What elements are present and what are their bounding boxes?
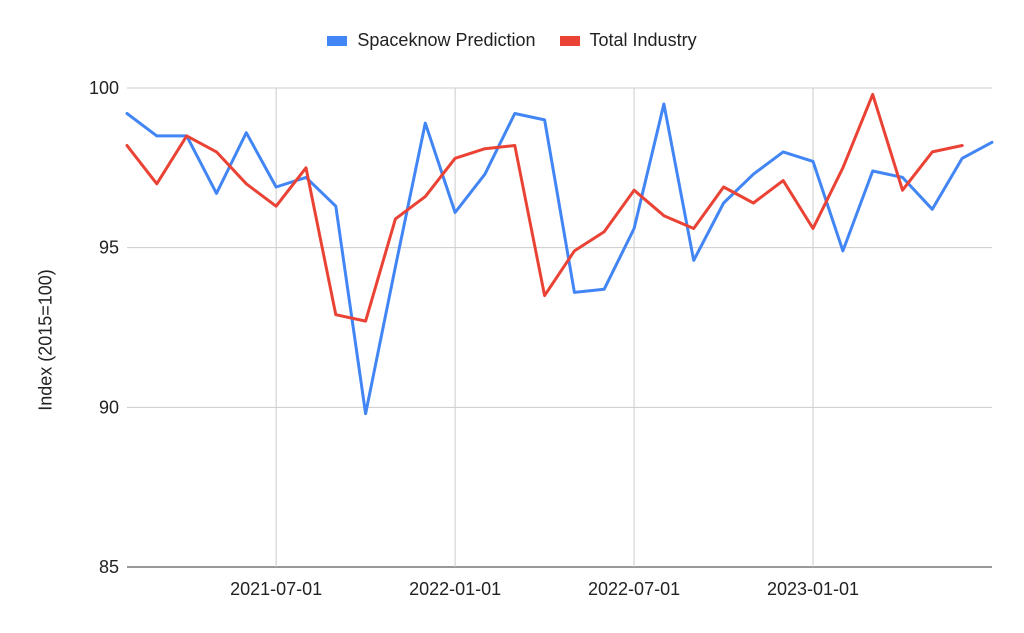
x-tick-label: 2022-01-01 (409, 579, 501, 599)
x-tick-label: 2023-01-01 (767, 579, 859, 599)
x-tick-label: 2021-07-01 (230, 579, 322, 599)
legend-item-total-industry: Total Industry (559, 30, 697, 51)
y-tick-label: 100 (89, 78, 119, 98)
series-line-spaceknow (125, 102, 994, 416)
y-tick-label: 85 (99, 557, 119, 577)
legend-label-total-industry: Total Industry (589, 30, 697, 50)
y-tick-label: 90 (99, 397, 119, 417)
legend-swatch-spaceknow (327, 35, 348, 46)
legend-item-spaceknow: Spaceknow Prediction (327, 30, 536, 51)
chart-legend: Spaceknow Prediction Total Industry (0, 30, 1024, 51)
legend-label-spaceknow: Spaceknow Prediction (357, 30, 536, 50)
x-tick-label: 2022-07-01 (588, 579, 680, 599)
series-line-total-industry (125, 92, 964, 323)
y-tick-label: 95 (99, 238, 119, 258)
legend-swatch-total-industry (559, 35, 580, 46)
